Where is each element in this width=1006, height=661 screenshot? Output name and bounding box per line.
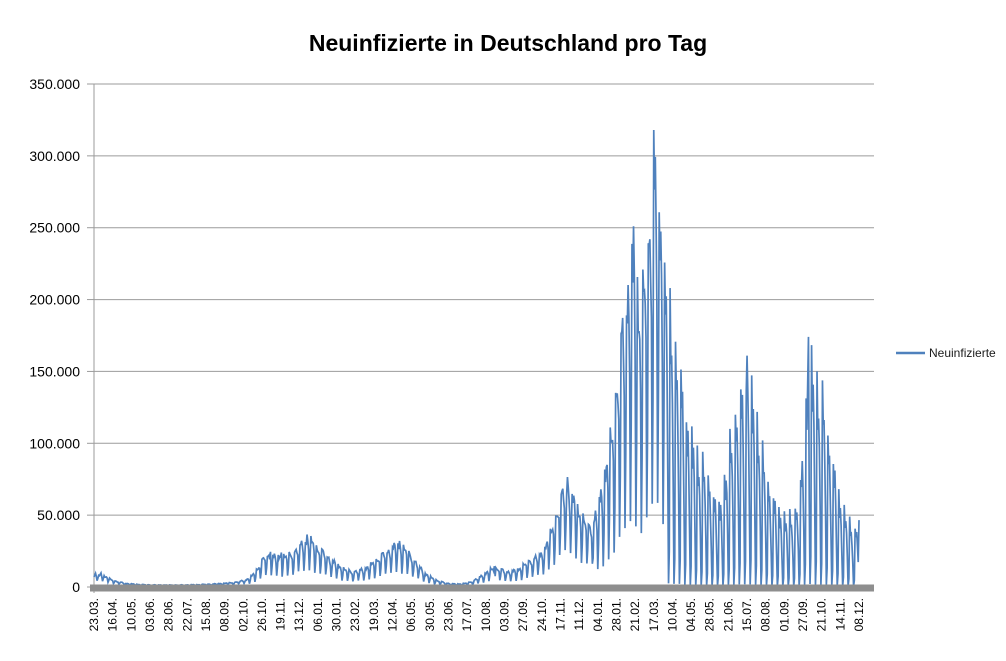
y-axis-label: 350.000 xyxy=(29,76,80,92)
x-axis-label: 28.06. xyxy=(162,598,176,631)
x-axis-label: 12.04. xyxy=(386,598,400,631)
x-axis-label: 04.05. xyxy=(684,598,698,631)
x-axis-label: 10.05. xyxy=(124,598,138,631)
x-axis-label: 21.02. xyxy=(628,598,642,631)
x-axis-zero-bar xyxy=(90,584,874,592)
x-axis-label: 14.11. xyxy=(833,598,847,630)
x-axis-label: 24.10. xyxy=(535,598,549,631)
x-axis-label: 19.11. xyxy=(274,598,288,630)
x-axis-label: 28.01. xyxy=(609,598,623,631)
y-axis-label: 300.000 xyxy=(29,148,80,164)
y-axis-label: 50.000 xyxy=(37,507,80,523)
x-axis-label: 17.03. xyxy=(647,598,661,631)
x-axis-label: 06.05. xyxy=(404,598,418,631)
legend-label: Neuinfizierte xyxy=(929,346,996,360)
x-axis-label: 23.03. xyxy=(87,598,101,631)
x-axis-label: 10.08. xyxy=(479,598,493,631)
x-axis-label: 02.10. xyxy=(236,598,250,631)
x-axis-label: 10.04. xyxy=(665,598,679,631)
x-axis-label: 08.09. xyxy=(218,598,232,631)
y-axis-label: 150.000 xyxy=(29,363,80,379)
y-axis-label: 0 xyxy=(72,579,80,595)
x-axis-label: 27.09. xyxy=(516,598,530,631)
x-axis-label: 30.01. xyxy=(330,598,344,631)
x-axis-label: 08.12. xyxy=(852,598,866,631)
x-axis-label: 28.05. xyxy=(703,598,717,631)
y-axis-label: 250.000 xyxy=(29,220,80,236)
chart-title: Neuinfizierte in Deutschland pro Tag xyxy=(308,30,708,56)
x-axis-label: 01.09. xyxy=(777,598,791,631)
x-axis-label: 21.10. xyxy=(815,598,829,631)
x-axis-label: 08.08. xyxy=(759,598,773,631)
x-axis-label: 21.06. xyxy=(721,598,735,631)
x-axis-label: 15.08. xyxy=(199,598,213,631)
x-axis-label: 17.07. xyxy=(460,598,474,631)
x-axis-label: 03.09. xyxy=(497,598,511,631)
x-axis-label: 04.01. xyxy=(591,598,605,631)
x-axis-label: 03.06. xyxy=(143,598,157,631)
x-axis-label: 22.07. xyxy=(180,598,194,631)
x-axis-label: 23.02. xyxy=(348,598,362,631)
y-axis-label: 100.000 xyxy=(29,435,80,451)
x-axis-label: 19.03. xyxy=(367,598,381,631)
x-axis-label: 26.10. xyxy=(255,598,269,631)
x-axis-label: 15.07. xyxy=(740,598,754,631)
x-axis-label: 11.12. xyxy=(572,598,586,630)
x-axis-label: 13.12. xyxy=(292,598,306,631)
x-axis-label: 23.06. xyxy=(442,598,456,631)
x-axis-label: 16.04. xyxy=(106,598,120,631)
x-axis-label: 27.09. xyxy=(796,598,810,631)
x-axis-label: 17.11. xyxy=(553,598,567,630)
x-axis-label: 30.05. xyxy=(423,598,437,631)
x-axis-label: 06.01. xyxy=(311,598,325,631)
series-line-neuinfizierte xyxy=(93,129,860,588)
y-axis-label: 200.000 xyxy=(29,292,80,308)
